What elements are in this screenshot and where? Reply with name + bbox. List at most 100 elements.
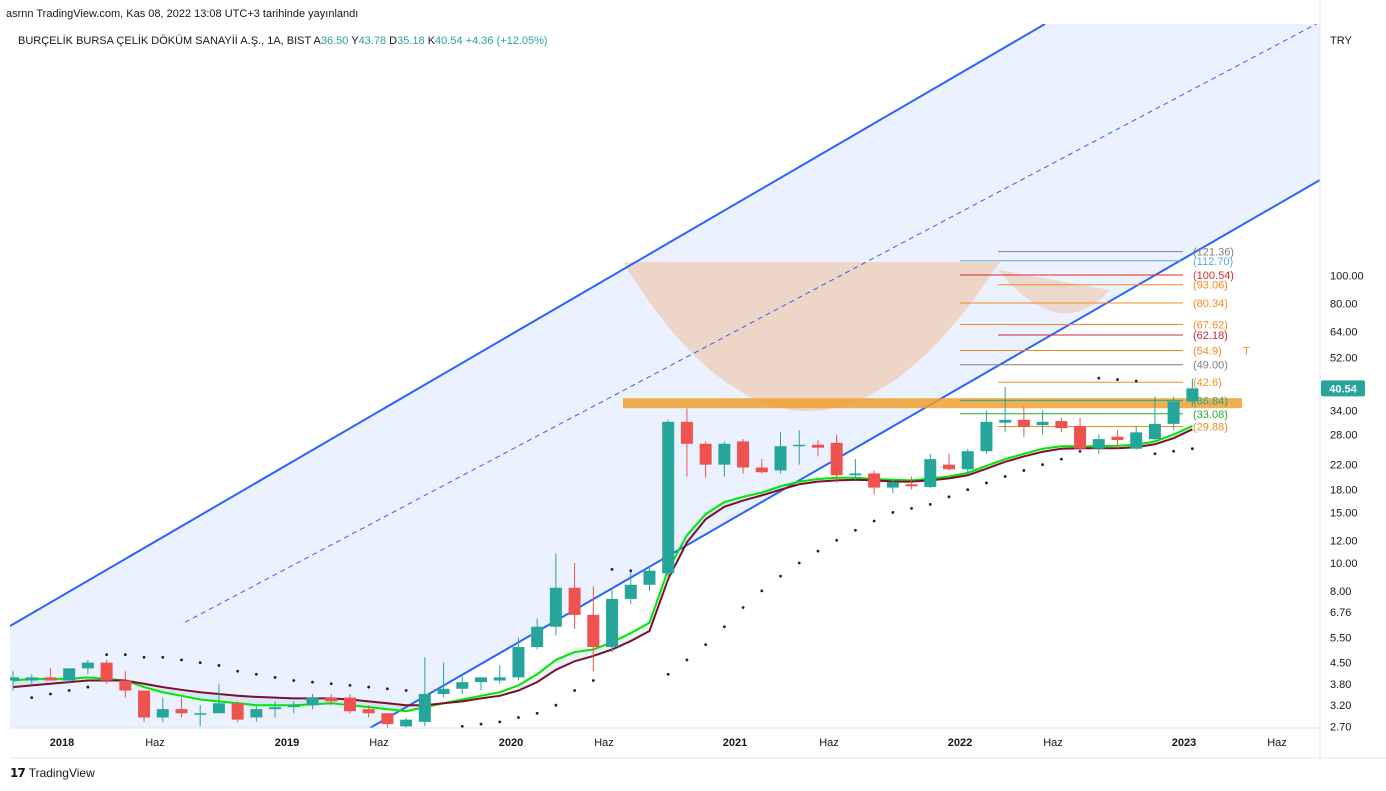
candle[interactable] — [493, 665, 506, 684]
candle[interactable] — [250, 705, 263, 722]
candle[interactable] — [699, 441, 712, 478]
candle-body — [1148, 423, 1161, 440]
candle-body — [25, 677, 38, 681]
candle[interactable] — [549, 553, 562, 636]
candle[interactable] — [325, 694, 338, 706]
candle[interactable] — [980, 410, 993, 454]
candle[interactable] — [961, 448, 974, 474]
candle[interactable] — [662, 419, 675, 577]
candle[interactable] — [624, 572, 637, 605]
sar-dot — [928, 502, 932, 506]
candle[interactable] — [811, 440, 824, 457]
candle[interactable] — [1074, 417, 1087, 452]
candle[interactable] — [100, 659, 113, 684]
sar-dot — [329, 682, 333, 686]
candle[interactable] — [306, 694, 319, 710]
candle[interactable] — [755, 459, 768, 474]
candle[interactable] — [475, 677, 487, 691]
candle[interactable] — [119, 671, 132, 698]
candle[interactable] — [7, 671, 19, 691]
candle[interactable] — [1092, 434, 1105, 454]
candle[interactable] — [680, 408, 693, 477]
candle[interactable] — [287, 701, 300, 714]
candle[interactable] — [456, 674, 469, 695]
x-tick-label: 2023 — [1172, 737, 1196, 749]
candle-body — [1017, 419, 1030, 427]
channel-median-line[interactable] — [184, 22, 1320, 623]
candle[interactable] — [212, 683, 225, 714]
candle[interactable] — [587, 586, 600, 672]
candle-body — [811, 444, 824, 448]
channel-lower-line[interactable] — [369, 179, 1320, 728]
sar-dot — [704, 643, 708, 647]
candle[interactable] — [138, 690, 151, 722]
candle[interactable] — [1186, 378, 1199, 407]
candle[interactable] — [175, 697, 188, 718]
resistance-zone[interactable] — [623, 398, 1242, 409]
candle[interactable] — [531, 618, 544, 650]
candle[interactable] — [1111, 430, 1124, 449]
candle[interactable] — [924, 453, 937, 489]
candle[interactable] — [568, 563, 581, 629]
candle[interactable] — [1130, 425, 1143, 450]
sar-dot — [123, 653, 127, 657]
candle[interactable] — [194, 705, 207, 727]
candle-body — [212, 703, 225, 714]
sar-dot — [666, 672, 670, 676]
candle-body — [643, 570, 656, 585]
candle[interactable] — [606, 587, 619, 653]
candle[interactable] — [25, 674, 38, 684]
candle[interactable] — [793, 430, 806, 465]
candle[interactable] — [63, 668, 76, 684]
candle-body — [287, 705, 300, 708]
candle[interactable] — [269, 701, 282, 718]
candle[interactable] — [418, 657, 431, 727]
candle[interactable] — [437, 662, 450, 698]
price-level-label: (100.54) — [1193, 270, 1234, 282]
candle-body — [63, 668, 76, 681]
candle[interactable] — [231, 701, 244, 722]
candle-body — [718, 443, 731, 465]
candle[interactable] — [1036, 410, 1049, 435]
candle[interactable] — [643, 565, 656, 591]
candle[interactable] — [362, 705, 375, 718]
candle-body — [793, 444, 806, 447]
candle[interactable] — [44, 668, 57, 681]
symbol-name: BURÇELİK BURSA ÇELİK DÖKÜM SANAYİİ A.Ş.,… — [18, 35, 312, 47]
candle[interactable] — [849, 459, 862, 480]
y-tick-label: 34.00 — [1330, 405, 1358, 417]
candle[interactable] — [999, 386, 1012, 433]
sar-dot — [797, 561, 801, 565]
candle[interactable] — [1167, 396, 1180, 431]
candle[interactable] — [381, 713, 394, 731]
candle[interactable] — [886, 479, 899, 494]
candle[interactable] — [1148, 396, 1161, 442]
price-level-label: (121.36) — [1193, 247, 1234, 259]
candle[interactable] — [1055, 417, 1068, 433]
candle[interactable] — [343, 694, 356, 714]
candle[interactable] — [400, 717, 413, 731]
channel-upper-line[interactable] — [10, 24, 1046, 627]
sar-dot — [367, 685, 371, 689]
x-tick-label: 2022 — [948, 737, 972, 749]
candle[interactable] — [718, 441, 731, 477]
candle[interactable] — [905, 476, 918, 490]
candle[interactable] — [512, 637, 525, 681]
candle[interactable] — [1017, 406, 1030, 437]
price-level-label: (49.00) — [1193, 360, 1228, 372]
candle[interactable] — [774, 432, 787, 474]
sar-dot — [722, 625, 726, 629]
candle[interactable] — [868, 470, 881, 495]
sar-dot — [554, 703, 558, 707]
footer-brand[interactable]: 𝟭𝟳 TradingView — [10, 766, 95, 780]
ema-slow-line[interactable] — [12, 428, 1193, 707]
ema-fast-line[interactable] — [12, 425, 1193, 713]
candle[interactable] — [830, 434, 843, 483]
candle[interactable] — [81, 659, 94, 675]
sar-dot — [67, 689, 71, 692]
candle[interactable] — [737, 439, 750, 474]
candle[interactable] — [156, 697, 169, 722]
y-tick-label: 64.00 — [1330, 326, 1358, 338]
candle[interactable] — [943, 453, 955, 471]
